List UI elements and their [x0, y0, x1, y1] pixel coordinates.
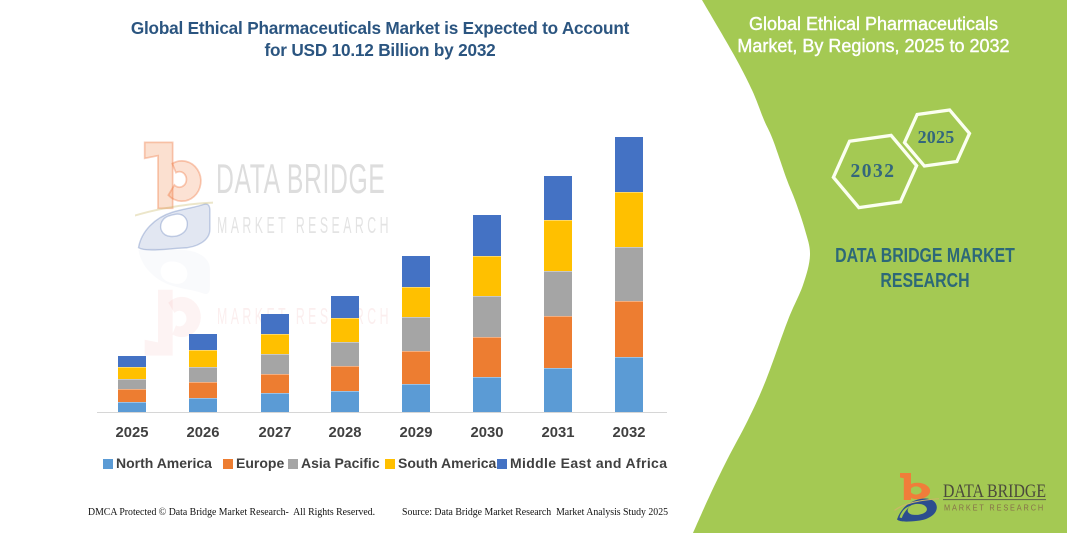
svg-text:2032: 2032	[851, 161, 896, 182]
svg-text:DATA BRIDGE: DATA BRIDGE	[943, 481, 1046, 502]
svg-text:2025: 2025	[918, 127, 955, 147]
svg-text:MARKET RESEARCH: MARKET RESEARCH	[944, 504, 1045, 513]
